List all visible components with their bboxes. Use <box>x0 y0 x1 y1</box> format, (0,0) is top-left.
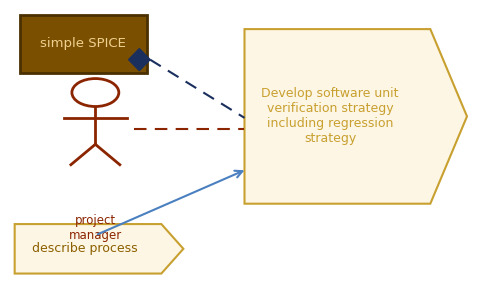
Text: Develop software unit
verification strategy
including regression
strategy: Develop software unit verification strat… <box>261 87 398 146</box>
Polygon shape <box>244 29 466 204</box>
Text: simple SPICE: simple SPICE <box>40 37 126 50</box>
Text: project
manager: project manager <box>69 214 122 242</box>
Polygon shape <box>128 49 150 71</box>
FancyBboxPatch shape <box>20 15 146 73</box>
Polygon shape <box>15 224 183 274</box>
Text: describe process: describe process <box>32 242 138 255</box>
